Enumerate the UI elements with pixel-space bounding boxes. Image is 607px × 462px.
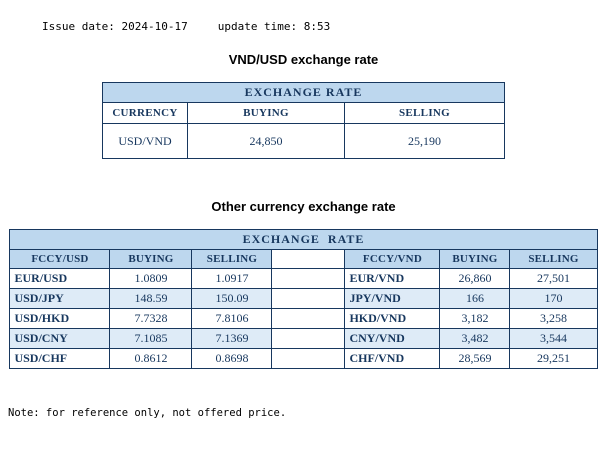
rate-row: USD/CHF 0.8612 0.8698 CHF/VND 28,569 29,… (9, 348, 598, 369)
spacer-cell (271, 288, 346, 309)
spacer-cell (271, 308, 346, 329)
fccy-vnd-pair-cell: EUR/VND (344, 268, 441, 289)
column-header-fccy-usd: FCCY/USD (9, 249, 111, 269)
document-meta: Issue date: 2024-10-17 update time: 8:53 (42, 20, 607, 33)
vnd-selling-cell: 29,251 (509, 348, 598, 369)
usd-selling-cell: 150.09 (191, 288, 273, 309)
table-caption-row: EXCHANGE RATE (9, 229, 598, 250)
usd-buying-cell: 7.1085 (109, 328, 193, 349)
rate-row: USD/VND 24,850 25,190 (101, 123, 506, 159)
usd-selling-cell: 7.1369 (191, 328, 273, 349)
other-currency-rate-table: EXCHANGE RATE FCCY/USD BUYING SELLING FC… (9, 229, 598, 369)
vnd-selling-cell: 27,501 (509, 268, 598, 289)
vnd-buying-cell: 28,569 (439, 348, 511, 369)
rate-row: EUR/USD 1.0809 1.0917 EUR/VND 26,860 27,… (9, 268, 598, 289)
fccy-vnd-pair-cell: HKD/VND (344, 308, 441, 329)
table-caption: EXCHANGE RATE (101, 82, 506, 103)
fccy-usd-pair-cell: USD/JPY (9, 288, 111, 309)
fccy-usd-pair-cell: USD/CHF (9, 348, 111, 369)
vnd-selling-cell: 3,544 (509, 328, 598, 349)
fccy-vnd-pair-cell: JPY/VND (344, 288, 441, 309)
fccy-usd-pair-cell: USD/HKD (9, 308, 111, 329)
buying-rate-cell: 24,850 (186, 123, 345, 159)
fccy-vnd-pair-cell: CHF/VND (344, 348, 441, 369)
update-time-text: update time: 8:53 (217, 20, 331, 33)
table-caption: EXCHANGE RATE (9, 229, 598, 250)
rate-row: USD/CNY 7.1085 7.1369 CNY/VND 3,482 3,54… (9, 328, 598, 349)
column-header-selling-usd: SELLING (191, 249, 273, 269)
vnd-selling-cell: 3,258 (509, 308, 598, 329)
vnd-buying-cell: 166 (439, 288, 511, 309)
spacer-cell (271, 348, 346, 369)
fccy-usd-pair-cell: USD/CNY (9, 328, 111, 349)
usd-buying-cell: 148.59 (109, 288, 193, 309)
vnd-usd-rate-table: EXCHANGE RATE CURRENCY BUYING SELLING US… (101, 82, 506, 159)
column-header-buying-usd: BUYING (109, 249, 193, 269)
usd-selling-cell: 1.0917 (191, 268, 273, 289)
vnd-buying-cell: 3,482 (439, 328, 511, 349)
currency-pair-cell: USD/VND (101, 123, 188, 159)
usd-buying-cell: 1.0809 (109, 268, 193, 289)
usd-buying-cell: 7.7328 (109, 308, 193, 329)
selling-rate-cell: 25,190 (343, 123, 506, 159)
table-header-row: CURRENCY BUYING SELLING (101, 102, 506, 124)
vnd-buying-cell: 3,182 (439, 308, 511, 329)
table-header-row: FCCY/USD BUYING SELLING FCCY/VND BUYING … (9, 249, 598, 269)
vnd-selling-cell: 170 (509, 288, 598, 309)
usd-selling-cell: 0.8698 (191, 348, 273, 369)
spacer-cell (271, 328, 346, 349)
vnd-buying-cell: 26,860 (439, 268, 511, 289)
other-table-title: Other currency exchange rate (211, 199, 396, 214)
column-header-currency: CURRENCY (101, 102, 188, 124)
table-caption-row: EXCHANGE RATE (101, 82, 506, 103)
column-header-buying-vnd: BUYING (439, 249, 511, 269)
column-header-selling: SELLING (343, 102, 506, 124)
issue-date-text: Issue date: 2024-10-17 (42, 20, 188, 33)
spacer-cell (271, 268, 346, 289)
usd-buying-cell: 0.8612 (109, 348, 193, 369)
main-table-title: VND/USD exchange rate (228, 52, 379, 67)
spacer-header-cell (271, 249, 346, 269)
footnote: Note: for reference only, not offered pr… (8, 407, 287, 419)
rate-row: USD/JPY 148.59 150.09 JPY/VND 166 170 (9, 288, 598, 309)
fccy-usd-pair-cell: EUR/USD (9, 268, 111, 289)
column-header-selling-vnd: SELLING (509, 249, 598, 269)
usd-selling-cell: 7.8106 (191, 308, 273, 329)
fccy-vnd-pair-cell: CNY/VND (344, 328, 441, 349)
column-header-fccy-vnd: FCCY/VND (344, 249, 441, 269)
rate-row: USD/HKD 7.7328 7.8106 HKD/VND 3,182 3,25… (9, 308, 598, 329)
column-header-buying: BUYING (186, 102, 345, 124)
